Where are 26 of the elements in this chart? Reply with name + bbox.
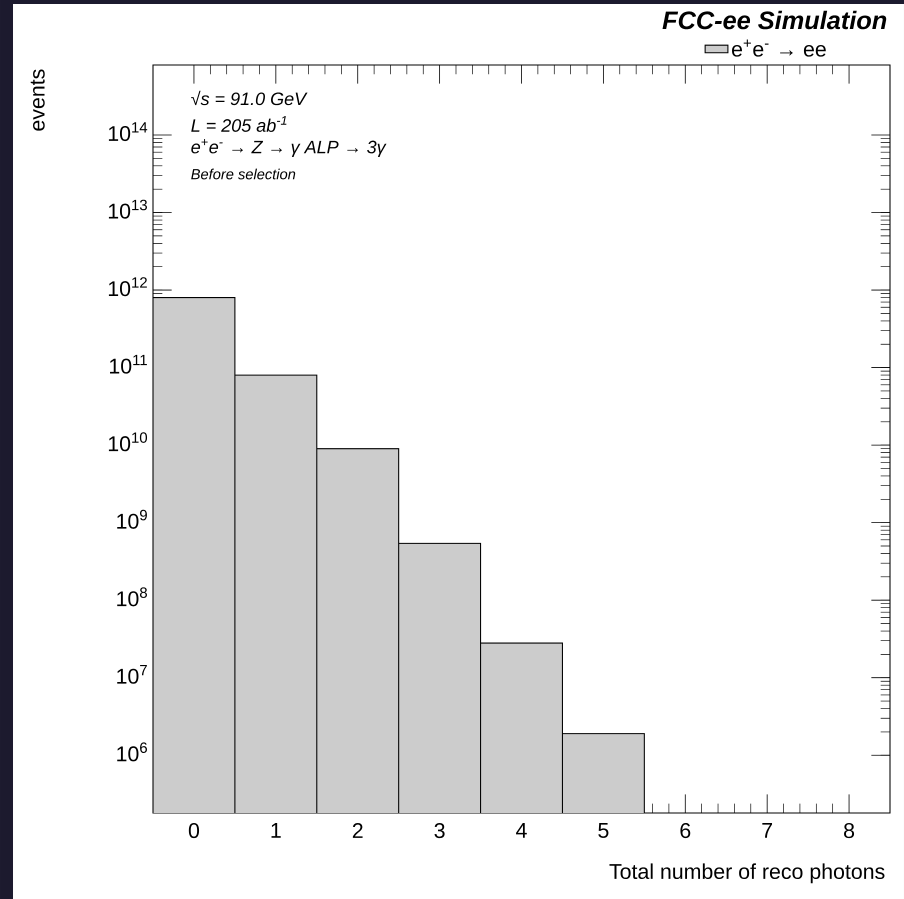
x-tick-label: 2 xyxy=(352,823,363,838)
annotation: √s = 91.0 GeV xyxy=(191,90,308,106)
y-tick-label: 10$^{13}$ xyxy=(108,200,147,219)
x-tick-label: 0 xyxy=(188,823,200,838)
y-tick-label: 10$^{10}$ xyxy=(108,432,148,452)
x-tick-label: 7 xyxy=(762,823,772,838)
x-tick-label: 5 xyxy=(598,823,608,838)
x-tick-label: 3 xyxy=(434,823,445,838)
legend-label: e$^{+}$e$^{-}$ → ee xyxy=(732,39,826,57)
y-tick-label: 10$^{12}$ xyxy=(108,277,147,296)
chart-title: FCC-ee Simulation xyxy=(662,10,886,30)
y-tick-label: 10$^{8}$ xyxy=(117,587,147,606)
y-tick-label: 10$^{11}$ xyxy=(110,354,147,374)
y-tick-label: 10$^{9}$ xyxy=(117,510,147,529)
y-tick-label: 10$^{7}$ xyxy=(117,664,147,684)
y-axis-title: events xyxy=(30,69,45,131)
annotation: L = 205 ab$^{-1}$ xyxy=(191,116,286,132)
x-axis-title: Total number of reco photons xyxy=(609,863,884,884)
x-tick-label: 4 xyxy=(516,823,527,838)
y-tick-label: 10$^{6}$ xyxy=(117,742,147,762)
x-tick-label: 1 xyxy=(272,823,281,838)
annotation: e$^{+}$e$^{-}$ → Z → γ ALP → 3γ xyxy=(191,139,387,157)
annotation: Before selection xyxy=(191,168,296,180)
x-tick-label: 8 xyxy=(844,823,854,838)
y-tick-label: 10$^{14}$ xyxy=(108,122,148,142)
x-tick-label: 6 xyxy=(680,823,690,838)
